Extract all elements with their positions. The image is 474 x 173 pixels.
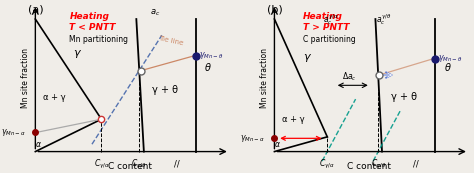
Text: $\gamma_{Mn-\theta}$: $\gamma_{Mn-\theta}$ bbox=[199, 50, 223, 61]
Text: C content: C content bbox=[108, 162, 152, 171]
Text: T > PNTT: T > PNTT bbox=[303, 24, 349, 33]
Text: $a_c^{\gamma/\alpha}$: $a_c^{\gamma/\alpha}$ bbox=[323, 12, 339, 27]
Text: $C_{\gamma/\theta}$: $C_{\gamma/\theta}$ bbox=[371, 157, 386, 171]
Text: $\gamma_{Mn-\alpha}$: $\gamma_{Mn-\alpha}$ bbox=[1, 127, 26, 138]
Text: $C_{\gamma/\alpha}$: $C_{\gamma/\alpha}$ bbox=[319, 157, 335, 171]
Text: $\gamma_{Mn-\alpha}$: $\gamma_{Mn-\alpha}$ bbox=[240, 133, 265, 144]
Text: α: α bbox=[275, 140, 280, 149]
Text: $\Delta a_c$: $\Delta a_c$ bbox=[342, 70, 356, 83]
Text: $\gamma_{Mn-\theta}$: $\gamma_{Mn-\theta}$ bbox=[438, 53, 462, 64]
Text: $a_c$: $a_c$ bbox=[150, 8, 161, 18]
Text: θ: θ bbox=[205, 63, 211, 73]
Text: //: // bbox=[413, 160, 419, 169]
Text: α + γ: α + γ bbox=[43, 93, 65, 102]
Text: α: α bbox=[36, 140, 41, 149]
Text: γ: γ bbox=[73, 48, 80, 58]
Text: (b): (b) bbox=[267, 4, 283, 14]
Text: Mn partitioning: Mn partitioning bbox=[69, 35, 128, 44]
Text: $C_{\gamma/\alpha}$: $C_{\gamma/\alpha}$ bbox=[93, 157, 109, 171]
Text: $C_{\gamma/\theta}$: $C_{\gamma/\theta}$ bbox=[131, 157, 147, 171]
Text: γ: γ bbox=[303, 52, 310, 62]
Text: Heating: Heating bbox=[303, 12, 343, 21]
Text: T < PNTT: T < PNTT bbox=[69, 24, 116, 33]
Text: //: // bbox=[174, 160, 180, 169]
Text: C content: C content bbox=[347, 162, 391, 171]
Text: C partitioning: C partitioning bbox=[303, 35, 356, 44]
Text: (a): (a) bbox=[28, 4, 44, 14]
Text: γ + θ: γ + θ bbox=[152, 85, 178, 95]
Text: γ + θ: γ + θ bbox=[392, 92, 418, 102]
Text: α + γ: α + γ bbox=[282, 115, 305, 124]
Text: $a_c^{\gamma/\theta}$: $a_c^{\gamma/\theta}$ bbox=[376, 12, 392, 27]
Text: Mn site fraction: Mn site fraction bbox=[21, 48, 30, 108]
Text: Tie line: Tie line bbox=[158, 35, 184, 47]
Text: θ: θ bbox=[444, 63, 450, 73]
Text: Heating: Heating bbox=[69, 12, 109, 21]
Text: Mn site fraction: Mn site fraction bbox=[261, 48, 270, 108]
